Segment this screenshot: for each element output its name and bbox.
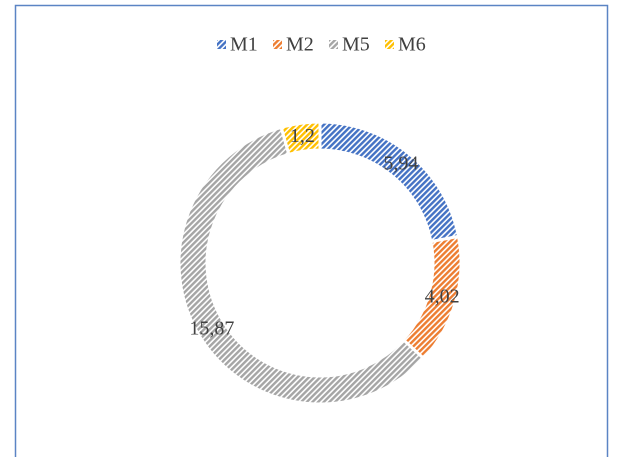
data-label: 1,2 [290,125,315,147]
legend-swatch [217,40,226,49]
legend-swatch [329,40,338,49]
donut-segment [177,125,426,406]
legend-swatch [385,40,394,49]
data-label: 15,87 [189,317,234,339]
donut-segment [279,120,322,157]
legend-label: M5 [342,34,370,56]
chart-frame [14,4,609,457]
data-label: 5,94 [383,153,418,175]
legend-swatch [273,40,282,49]
donut-segment [318,120,461,244]
legend-label: M2 [286,34,314,56]
legend-label: M6 [398,34,426,56]
legend-label: M1 [230,34,258,56]
data-label: 4,02 [425,285,460,307]
